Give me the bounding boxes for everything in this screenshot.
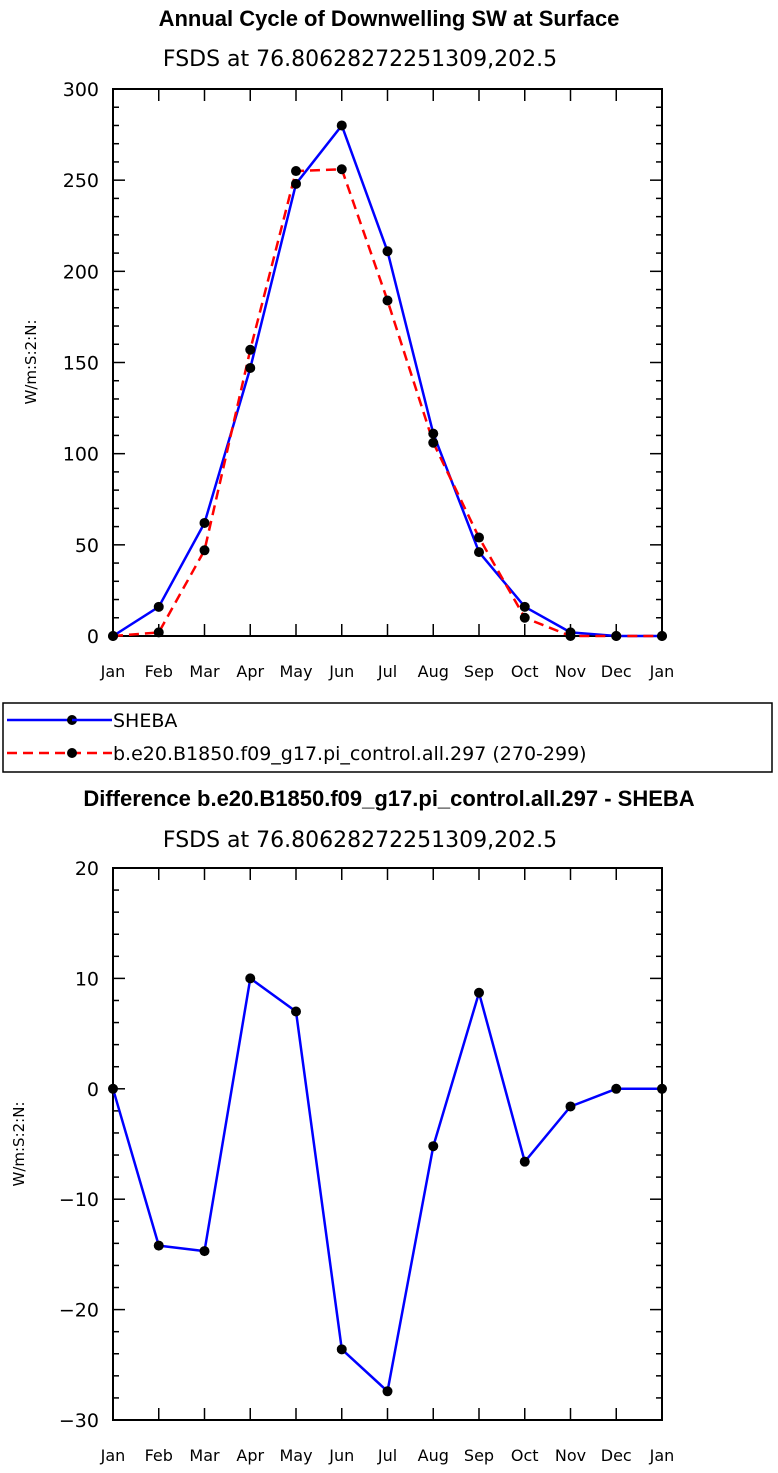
x-tick-label: Sep xyxy=(464,1446,494,1465)
y-tick-label: 0 xyxy=(87,1079,99,1101)
data-point xyxy=(382,246,393,257)
y-tick-label: 100 xyxy=(63,444,99,466)
data-point xyxy=(153,627,164,638)
chart-subtitle: FSDS at 76.80628272251309,202.5 xyxy=(163,47,557,72)
data-point xyxy=(153,601,164,612)
plot-frame xyxy=(112,867,663,1421)
x-tick-label: Oct xyxy=(511,1446,539,1465)
data-point xyxy=(474,987,484,998)
x-tick-label: Jan xyxy=(100,662,126,681)
data-point xyxy=(382,295,393,306)
data-point xyxy=(291,178,301,189)
y-tick-label: 150 xyxy=(63,353,99,375)
chart-title: Difference b.e20.B1850.f09_g17.pi_contro… xyxy=(83,786,694,811)
y-tick-label: 20 xyxy=(75,858,99,880)
data-point xyxy=(565,1101,576,1112)
x-tick-label: Oct xyxy=(511,662,539,681)
chart-subtitle: FSDS at 76.80628272251309,202.5 xyxy=(163,828,557,853)
x-tick-label: Mar xyxy=(189,662,220,681)
data-point xyxy=(428,437,439,448)
x-tick-label: Dec xyxy=(601,1446,632,1465)
series-line-0 xyxy=(112,124,662,638)
x-tick-label: Aug xyxy=(418,662,449,681)
x-tick-label: Dec xyxy=(601,662,632,681)
data-point xyxy=(428,428,439,439)
data-point xyxy=(474,532,484,543)
x-tick-label: Nov xyxy=(555,1446,586,1465)
y-tick-label: −20 xyxy=(59,1300,99,1322)
x-tick-label: Jun xyxy=(328,662,354,681)
legend-box xyxy=(2,702,773,773)
data-point xyxy=(657,631,667,641)
x-tick-label: Jul xyxy=(377,662,397,681)
x-tick-label: Jun xyxy=(328,1446,354,1465)
series-line-0 xyxy=(111,977,662,1393)
x-tick-label: Apr xyxy=(236,1446,264,1465)
data-point xyxy=(245,362,256,373)
y-axis-label: W/m:S:2:N: xyxy=(10,1102,28,1187)
data-point xyxy=(519,601,530,612)
legend: SHEBA b.e20.B1850.f09_g17.pi_control.all… xyxy=(2,702,773,773)
x-tick-label: Jan xyxy=(100,1446,126,1465)
x-tick-label: Sep xyxy=(464,662,494,681)
data-point xyxy=(199,545,210,556)
y-tick-label: −30 xyxy=(59,1410,99,1432)
legend-label-sheba: SHEBA xyxy=(113,710,177,732)
x-tick-label: Apr xyxy=(236,662,264,681)
y-tick-label: 300 xyxy=(63,79,99,101)
data-point xyxy=(108,1083,118,1094)
data-point xyxy=(519,1156,530,1167)
x-tick-label: Nov xyxy=(555,662,586,681)
y-tick-label: 200 xyxy=(63,261,99,283)
x-tick-label: Aug xyxy=(418,1446,449,1465)
legend-marker-model xyxy=(67,748,77,758)
plot-frame xyxy=(112,88,663,637)
data-point xyxy=(291,166,301,177)
data-point xyxy=(153,1240,164,1251)
data-point xyxy=(199,1246,210,1257)
data-point xyxy=(245,344,256,355)
data-point xyxy=(519,612,530,623)
y-tick-label: −10 xyxy=(59,1189,99,1211)
x-tick-label: Feb xyxy=(145,662,173,681)
data-point xyxy=(291,1006,301,1017)
y-tick-label: 10 xyxy=(75,968,99,990)
x-tick-label: May xyxy=(279,662,312,681)
y-tick-label: 50 xyxy=(75,535,99,557)
data-point xyxy=(565,631,576,641)
x-tick-label: Jan xyxy=(649,1446,675,1465)
data-point xyxy=(382,1386,393,1397)
data-point xyxy=(657,1083,667,1094)
y-axis-label: W/m:S:2:N: xyxy=(22,320,40,405)
legend-label-model: b.e20.B1850.f09_g17.pi_control.all.297 (… xyxy=(113,743,587,765)
annual-cycle-panel: Annual Cycle of Downwelling SW at Surfac… xyxy=(22,6,674,681)
x-tick-label: Jan xyxy=(649,662,675,681)
data-point xyxy=(245,973,256,984)
data-point xyxy=(336,120,347,131)
data-point xyxy=(199,517,210,528)
difference-panel: Difference b.e20.B1850.f09_g17.pi_contro… xyxy=(10,786,695,1465)
data-point xyxy=(108,631,118,641)
data-point xyxy=(474,547,484,558)
x-tick-label: Jul xyxy=(377,1446,397,1465)
data-point xyxy=(336,164,347,175)
series-line-1 xyxy=(112,167,662,638)
data-point xyxy=(611,631,622,641)
data-point xyxy=(336,1344,347,1355)
data-point xyxy=(611,1083,622,1094)
chart-title: Annual Cycle of Downwelling SW at Surfac… xyxy=(159,6,620,31)
x-tick-label: May xyxy=(279,1446,312,1465)
x-tick-label: Feb xyxy=(145,1446,173,1465)
x-tick-label: Mar xyxy=(189,1446,220,1465)
y-tick-label: 0 xyxy=(87,626,99,648)
data-point xyxy=(428,1141,439,1152)
y-tick-label: 250 xyxy=(63,170,99,192)
